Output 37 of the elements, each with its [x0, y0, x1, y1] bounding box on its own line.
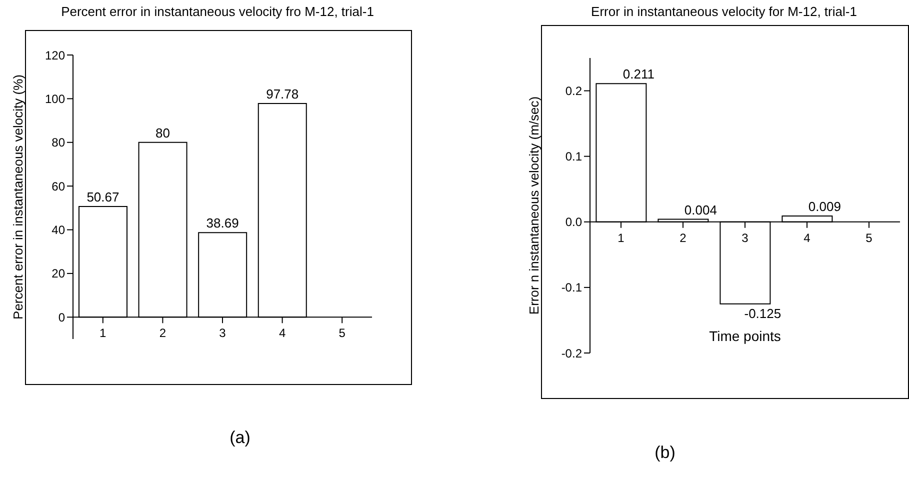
chart-title: Percent error in instantaneous velocity fro M-12, trial-1 — [60, 4, 375, 19]
data-label: 50.67 — [86, 189, 120, 204]
data-label: 38.69 — [206, 216, 239, 231]
y-tick-label: 60 — [52, 179, 66, 194]
y-tick-label: 120 — [44, 48, 66, 62]
text: (b) — [654, 443, 676, 463]
data-label: 0.004 — [684, 202, 717, 218]
data-label: 80 — [156, 125, 170, 140]
y-tick-label: 0.2 — [565, 84, 582, 98]
data-label: 97.78 — [266, 86, 299, 102]
data-label: -0.125 — [744, 306, 782, 321]
y-axis-title: Percent error in instantaneous velocity (%) — [10, 74, 26, 320]
data-label: 0.211 — [622, 66, 654, 82]
y-axis-title: Error n instantaneous velocity (m/sec) — [526, 96, 542, 315]
y-tick-label: 0 — [58, 310, 66, 324]
x-tick-label: 1 — [618, 230, 625, 245]
x-tick-label: 3 — [219, 326, 226, 340]
x-tick-label: 5 — [338, 326, 346, 340]
text: (a) — [228, 428, 252, 448]
y-tick-label: -0.2 — [561, 346, 582, 360]
y-tick-label: 100 — [44, 92, 66, 106]
x-tick-label: 3 — [742, 230, 749, 245]
data-label: 0.009 — [808, 198, 841, 214]
y-tick-label: -0.1 — [561, 280, 582, 295]
y-tick-label: 20 — [52, 266, 66, 281]
x-tick-label: 5 — [866, 230, 873, 245]
x-tick-label: 2 — [680, 230, 687, 245]
x-tick-label: 2 — [159, 326, 166, 340]
chart-title: Error in instantaneous velocity for M-12, trial-1 — [590, 4, 858, 19]
y-tick-label: 0.0 — [565, 215, 582, 230]
x-axis-title: Time points — [709, 328, 781, 344]
x-tick-label: 1 — [100, 326, 107, 340]
x-tick-label: 4 — [278, 326, 286, 340]
y-tick-label: 0.1 — [565, 150, 582, 164]
y-tick-label: 40 — [52, 223, 66, 238]
y-tick-label: 80 — [52, 136, 66, 150]
x-tick-label: 4 — [804, 230, 811, 245]
